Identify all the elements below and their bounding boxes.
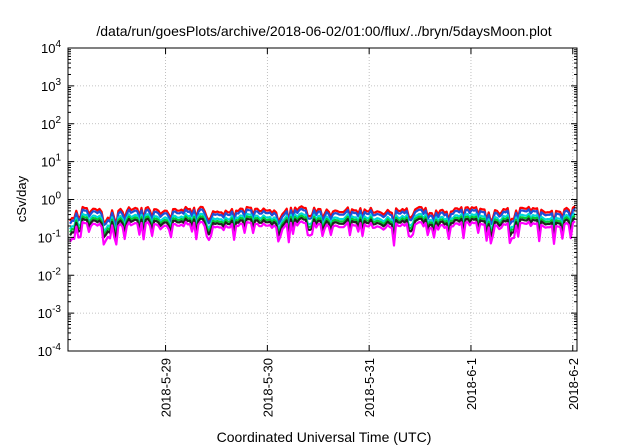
x-tick-label: 2018-5-31: [362, 358, 377, 417]
y-tick-label-exponent: 4: [55, 39, 61, 50]
y-tick-label-base: 10: [38, 344, 52, 359]
y-tick-label: 101: [41, 153, 61, 170]
y-tick-label-base: 10: [41, 41, 55, 56]
y-tick-label-exponent: -4: [52, 342, 61, 353]
x-tick-label: 2018-5-30: [260, 358, 275, 417]
y-tick-label-base: 10: [41, 193, 55, 208]
y-tick-label-exponent: 1: [55, 153, 61, 164]
series-group: [69, 205, 576, 247]
y-tick-label-exponent: -1: [52, 228, 61, 239]
y-tick-label: 10-2: [38, 266, 62, 283]
y-tick-label-base: 10: [41, 155, 55, 170]
y-tick-label: 10-4: [38, 342, 62, 359]
chart-title: /data/run/goesPlots/archive/2018-06-02/0…: [96, 23, 551, 39]
y-tick-label-exponent: 2: [55, 115, 61, 126]
y-tick-label: 102: [41, 115, 61, 132]
y-tick-label: 104: [41, 39, 61, 56]
y-tick-label-base: 10: [38, 306, 52, 321]
x-tick-label: 2018-5-29: [159, 358, 174, 417]
y-tick-label-exponent: -2: [52, 266, 61, 277]
y-tick-label: 100: [41, 191, 61, 208]
y-tick-label: 10-3: [38, 304, 62, 321]
y-tick-label-exponent: 3: [55, 77, 61, 88]
y-tick-label: 103: [41, 77, 61, 94]
y-tick-label-exponent: 0: [55, 191, 61, 202]
y-tick-label-base: 10: [38, 230, 52, 245]
series-line: [69, 220, 576, 247]
y-tick-label-base: 10: [41, 79, 55, 94]
y-tick-label-base: 10: [41, 117, 55, 132]
y-tick-label-base: 10: [38, 268, 52, 283]
y-tick-label-exponent: -3: [52, 304, 61, 315]
x-tick-label: 2018-6-1: [464, 358, 479, 410]
grid-lines: [68, 48, 577, 351]
x-axis-label: Coordinated Universal Time (UTC): [217, 429, 432, 445]
y-axis-label: cSv/day: [14, 175, 29, 222]
y-tick-label: 10-1: [38, 228, 62, 245]
x-axis: 2018-5-29 2018-5-30 2018-5-31 2018-6-1 2018-…: [159, 48, 581, 417]
x-tick-label: 2018-6-2: [566, 358, 581, 410]
